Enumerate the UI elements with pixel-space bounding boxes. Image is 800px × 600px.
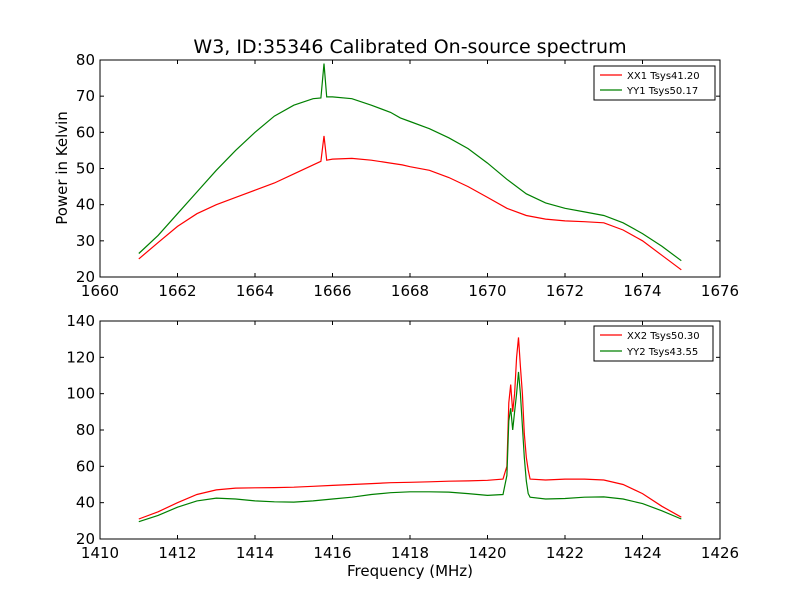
bottom-x-axis-label: Frequency (MHz) — [347, 562, 473, 580]
bottom-y-tick-label: 40 — [76, 494, 95, 512]
bottom-y-tick-label: 80 — [76, 421, 95, 439]
top-x-tick-label: 1672 — [546, 282, 584, 300]
top-x-tick-label: 1674 — [623, 282, 661, 300]
bottom-y-tick-label: 140 — [66, 312, 95, 330]
top-x-tick-label: 1660 — [81, 282, 119, 300]
bottom-y-tick-label: 120 — [66, 348, 95, 366]
bottom-x-tick-label: 1412 — [158, 544, 196, 562]
top-spectrum-panel: W3, ID:35346 Calibrated On-source spectr… — [53, 36, 739, 300]
top-y-tick-label: 20 — [76, 268, 95, 286]
bottom-series-line-1 — [138, 371, 682, 523]
top-x-tick-label: 1662 — [158, 282, 196, 300]
top-series-group — [138, 63, 682, 271]
top-legend-label-yy1: YY1 Tsys50.17 — [626, 86, 698, 97]
bottom-legend-label-xx2: XX2 Tsys50.30 — [627, 331, 700, 342]
bottom-ticks-group: 1410 1412 1414 1416 1418 1420 1422 1424 1426 20 40… — [66, 312, 739, 562]
top-y-tick-label: 40 — [76, 196, 95, 214]
bottom-x-tick-label: 1422 — [546, 544, 584, 562]
bottom-plot-frame — [99, 320, 721, 540]
bottom-legend: XX2 Tsys50.30 YY2 Tsys43.55 — [593, 325, 714, 362]
top-chart-title: W3, ID:35346 Calibrated On-source spectr… — [193, 36, 626, 58]
bottom-y-tick-label: 60 — [76, 457, 95, 475]
bottom-legend-box — [593, 325, 714, 362]
top-legend-label-xx1: XX1 Tsys41.20 — [627, 71, 700, 82]
top-x-tick-label: 1668 — [391, 282, 429, 300]
top-ticks-group: 1660 1662 1664 1666 1668 1670 1672 1674 1676 20 30… — [76, 51, 739, 300]
top-y-tick-label: 80 — [76, 51, 95, 69]
top-x-tick-label: 1666 — [313, 282, 351, 300]
bottom-x-tick-label: 1420 — [468, 544, 506, 562]
bottom-y-tick-label: 100 — [66, 385, 95, 403]
bottom-x-tick-label: 1416 — [313, 544, 351, 562]
top-plot-frame — [99, 59, 721, 278]
top-x-tick-label: 1670 — [468, 282, 506, 300]
top-x-tick-label: 1676 — [701, 282, 739, 300]
top-y-axis-label: Power in Kelvin — [53, 111, 71, 225]
bottom-series-group — [138, 337, 682, 523]
bottom-x-tick-label: 1426 — [701, 544, 739, 562]
bottom-x-tick-label: 1410 — [81, 544, 119, 562]
top-y-tick-label: 30 — [76, 232, 95, 250]
bottom-legend-label-yy2: YY2 Tsys43.55 — [626, 347, 698, 358]
top-y-tick-label: 50 — [76, 160, 95, 178]
top-series-line-0 — [138, 135, 682, 271]
bottom-x-tick-label: 1418 — [391, 544, 429, 562]
top-legend: XX1 Tsys41.20 YY1 Tsys50.17 — [593, 65, 716, 101]
top-y-tick-label: 70 — [76, 87, 95, 105]
top-y-tick-label: 60 — [76, 123, 95, 141]
bottom-x-tick-label: 1424 — [623, 544, 661, 562]
top-x-tick-label: 1664 — [236, 282, 274, 300]
bottom-x-tick-label: 1414 — [236, 544, 274, 562]
bottom-y-tick-label: 20 — [76, 530, 95, 548]
bottom-spectrum-panel: Frequency (MHz) 1410 1412 1414 1416 1418 1420… — [66, 312, 739, 580]
top-legend-box — [593, 65, 716, 101]
top-series-line-1 — [138, 63, 682, 262]
